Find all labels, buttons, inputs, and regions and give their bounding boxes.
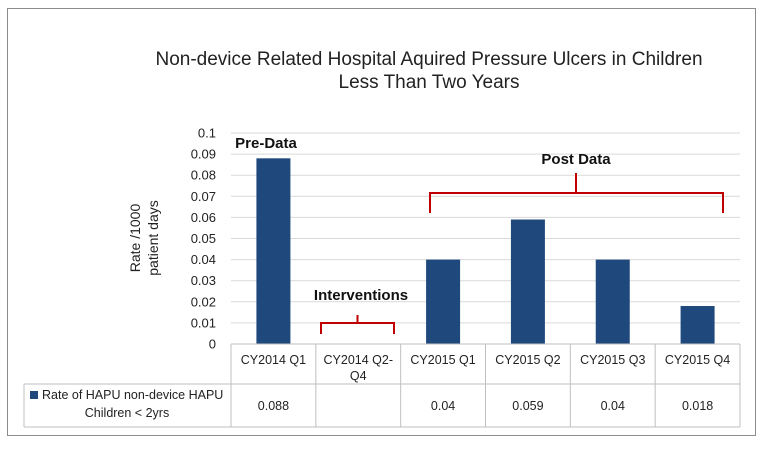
data-table-value: 0.018 — [682, 399, 713, 413]
y-tick-label: 0.04 — [191, 252, 216, 267]
bar — [595, 259, 630, 344]
post-data-bracket — [429, 173, 724, 213]
y-tick-label: 0 — [209, 337, 216, 352]
bar — [256, 158, 291, 344]
bar — [680, 306, 715, 344]
y-tick-label: 0.05 — [191, 231, 216, 246]
category-label: CY2015 Q2 — [495, 353, 560, 367]
category-label: Q4 — [350, 369, 367, 383]
y-axis-label-line: patient days — [145, 200, 161, 276]
data-table-value: 0.04 — [431, 399, 455, 413]
series-name-line: Rate of HAPU non-device HAPU — [42, 388, 223, 402]
category-label: CY2014 Q1 — [241, 353, 306, 367]
chart-title-line: Less Than Two Years — [339, 72, 520, 93]
pre-data-label: Pre-Data — [235, 135, 297, 152]
data-table-value: 0.088 — [258, 399, 289, 413]
interventions-bracket — [320, 315, 395, 334]
y-tick-label: 0.02 — [191, 294, 216, 309]
bar — [510, 219, 545, 344]
data-table-value: 0.04 — [601, 399, 625, 413]
category-label: CY2014 Q2- — [324, 353, 393, 367]
y-tick-label: 0.01 — [191, 315, 216, 330]
y-axis-label: Rate /1000 patient days — [127, 200, 161, 276]
data-table-value: 0.059 — [512, 399, 543, 413]
series-name-line: Children < 2yrs — [85, 406, 169, 420]
chart-border — [7, 8, 756, 436]
category-label: CY2015 Q3 — [580, 353, 645, 367]
y-axis-label-line: Rate /1000 — [127, 204, 143, 273]
interventions-label: Interventions — [314, 287, 408, 304]
bar — [426, 259, 461, 344]
y-tick-label: 0.03 — [191, 273, 216, 288]
y-tick-label: 0.09 — [191, 147, 216, 162]
y-tick-label: 0.07 — [191, 189, 216, 204]
annotations: Pre-Data Interventions Post Data — [235, 135, 724, 334]
data-table: Rate of HAPU non-device HAPU Children < 2… — [23, 343, 741, 428]
y-tick-labels: 0 0.01 0.02 0.03 0.04 0.05 0.06 0.07 0.08 0.09 0.1 — [191, 126, 216, 352]
bars — [256, 158, 715, 344]
y-tick-label: 0.1 — [198, 126, 216, 141]
legend-key — [30, 391, 38, 399]
y-tick-label: 0.08 — [191, 168, 216, 183]
category-label: CY2015 Q1 — [410, 353, 475, 367]
y-tick-label: 0.06 — [191, 210, 216, 225]
post-data-label: Post Data — [541, 151, 611, 168]
category-labels: CY2014 Q1 CY2014 Q2- Q4 CY2015 Q1 CY2015 Q2 C… — [241, 353, 731, 383]
category-label: CY2015 Q4 — [665, 353, 730, 367]
chart-title-line: Non-device Related Hospital Aquired Pres… — [155, 49, 702, 70]
